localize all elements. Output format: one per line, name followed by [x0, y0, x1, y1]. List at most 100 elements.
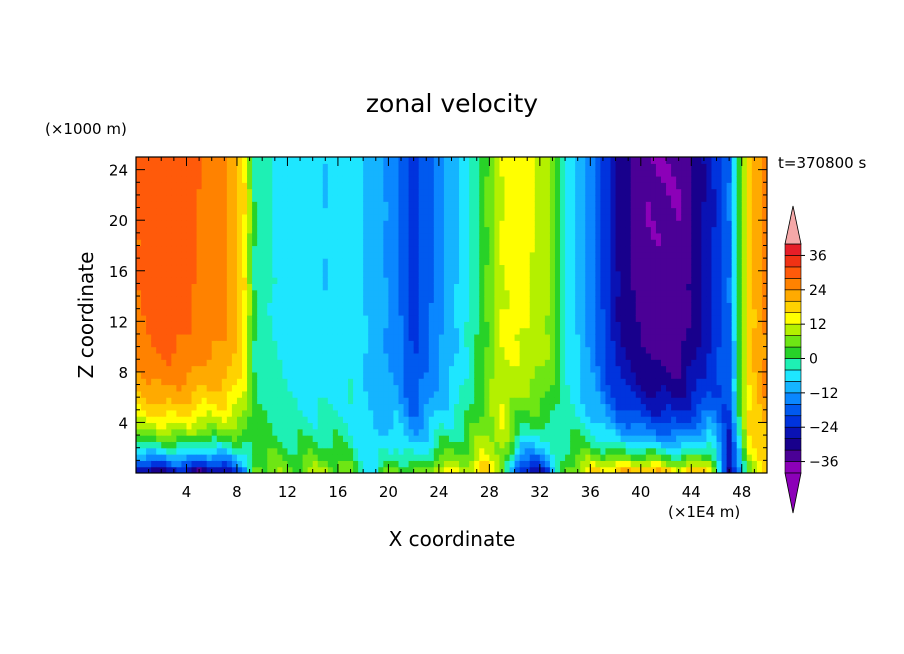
- field-cell: [635, 201, 642, 209]
- field-cell: [408, 422, 415, 430]
- field-cell: [383, 264, 389, 272]
- field-cell: [373, 251, 379, 259]
- field-cell: [277, 188, 283, 196]
- field-cell: [247, 258, 253, 266]
- field-cell: [590, 333, 596, 341]
- field-cell: [544, 428, 551, 436]
- field-cell: [544, 283, 551, 291]
- field-cell: [443, 321, 450, 329]
- field-cell: [610, 239, 617, 247]
- field-cell: [549, 397, 556, 405]
- field-cell: [600, 264, 607, 272]
- field-cell: [514, 466, 521, 473]
- field-cell: [585, 384, 591, 392]
- field-cell: [393, 378, 400, 386]
- field-cell: [368, 270, 374, 278]
- field-cell: [418, 308, 425, 316]
- field-cell: [146, 207, 152, 215]
- field-cell: [161, 352, 167, 360]
- field-cell: [292, 397, 299, 405]
- field-cell: [226, 201, 233, 209]
- field-cell: [615, 283, 622, 291]
- field-cell: [565, 397, 571, 405]
- field-cell: [317, 378, 324, 386]
- field-cell: [514, 454, 521, 461]
- field-cell: [575, 447, 581, 455]
- field-cell: [247, 315, 253, 322]
- field-cell: [211, 175, 218, 183]
- field-cell: [358, 346, 364, 354]
- field-cell: [337, 157, 344, 164]
- field-cell: [433, 409, 440, 417]
- field-cell: [549, 416, 556, 424]
- field-cell: [459, 441, 465, 449]
- field-cell: [287, 422, 294, 430]
- field-cell: [494, 213, 501, 221]
- field-cell: [428, 245, 435, 253]
- field-cell: [353, 213, 359, 221]
- field-cell: [252, 251, 258, 259]
- field-cell: [443, 340, 450, 348]
- field-cell: [247, 365, 253, 373]
- field-cell: [191, 454, 198, 461]
- field-cell: [635, 277, 642, 284]
- field-cell: [353, 441, 359, 449]
- field-cell: [166, 365, 172, 373]
- field-cell: [383, 428, 389, 436]
- field-cell: [605, 201, 612, 209]
- field-cell: [302, 390, 309, 398]
- field-cell: [590, 194, 596, 202]
- field-cell: [267, 182, 273, 190]
- field-cell: [595, 378, 602, 386]
- field-cell: [337, 270, 344, 278]
- field-cell: [580, 365, 586, 373]
- field-cell: [368, 333, 374, 341]
- field-cell: [534, 416, 541, 424]
- field-cell: [489, 157, 496, 164]
- field-cell: [282, 245, 289, 253]
- field-cell: [448, 169, 455, 177]
- field-cell: [514, 194, 521, 202]
- field-cell: [181, 390, 188, 398]
- field-cell: [484, 213, 490, 221]
- field-cell: [141, 441, 147, 449]
- field-cell: [247, 460, 253, 468]
- field-cell: [388, 409, 395, 417]
- field-cell: [322, 340, 329, 348]
- field-cell: [484, 182, 490, 190]
- field-cell: [257, 409, 263, 417]
- field-cell: [600, 359, 607, 367]
- field-cell: [322, 251, 329, 259]
- field-cell: [474, 182, 480, 190]
- field-cell: [484, 188, 490, 196]
- field-cell: [337, 365, 344, 373]
- field-cell: [342, 397, 349, 405]
- field-cell: [469, 359, 475, 367]
- field-cell: [519, 264, 526, 272]
- field-cell: [206, 245, 213, 253]
- field-cell: [514, 346, 521, 354]
- field-cell: [287, 447, 294, 455]
- field-cell: [166, 454, 172, 461]
- field-cell: [312, 182, 319, 190]
- field-cell: [489, 416, 496, 424]
- field-cell: [363, 283, 369, 291]
- field-cell: [509, 352, 516, 360]
- field-cell: [443, 359, 450, 367]
- field-cell: [141, 220, 147, 228]
- field-cell: [141, 365, 147, 373]
- field-cell: [262, 315, 268, 322]
- field-cell: [201, 333, 208, 341]
- field-cell: [630, 270, 637, 278]
- field-cell: [166, 416, 172, 424]
- field-cell: [560, 283, 566, 291]
- field-cell: [231, 213, 238, 221]
- field-cell: [216, 302, 223, 310]
- field-cell: [146, 251, 152, 259]
- field-cell: [297, 245, 304, 253]
- field-cell: [398, 315, 405, 322]
- field-cell: [252, 220, 258, 228]
- field-cell: [337, 397, 344, 405]
- field-cell: [600, 422, 607, 430]
- field-cell: [373, 277, 379, 284]
